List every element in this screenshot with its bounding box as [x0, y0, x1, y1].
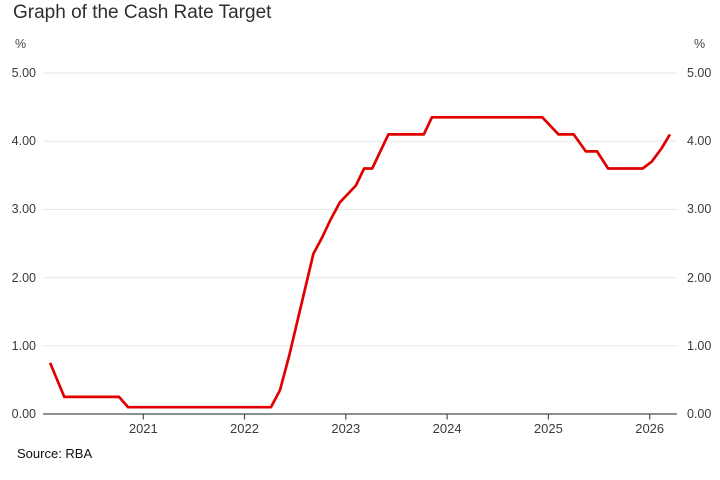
chart-title: Graph of the Cash Rate Target: [13, 2, 272, 23]
x-axis-label: 2024: [432, 421, 462, 436]
x-axis-label: 2021: [128, 421, 158, 436]
y-axis-label-left: 3.00: [11, 202, 36, 217]
y-axis-label-left: 0.00: [11, 407, 36, 421]
y-axis-label-left: 4.00: [11, 134, 36, 149]
y-axis-label-right: 0.00: [687, 407, 712, 421]
x-axis-label: 2025: [533, 421, 563, 436]
y-axis-label-right: 5.00: [687, 66, 712, 80]
y-axis-label-right: 3.00: [687, 202, 712, 217]
cash-rate-line: [48, 115, 672, 409]
y-axis-unit-left: %: [15, 37, 27, 51]
x-axis-label: 2023: [331, 421, 361, 436]
x-axis-label: 2026: [635, 421, 665, 436]
y-axis-label-left: 1.00: [11, 338, 36, 353]
y-axis-label-left: 5.00: [11, 66, 36, 80]
source-label: Source: RBA: [17, 446, 93, 461]
y-axis-label-right: 2.00: [687, 270, 712, 285]
y-axis-label-right: 4.00: [687, 134, 712, 149]
y-axis-unit-right: %: [694, 37, 706, 51]
x-axis-label: 2022: [230, 421, 259, 436]
y-axis-label-left: 2.00: [11, 270, 36, 285]
y-axis-label-right: 1.00: [687, 338, 712, 353]
